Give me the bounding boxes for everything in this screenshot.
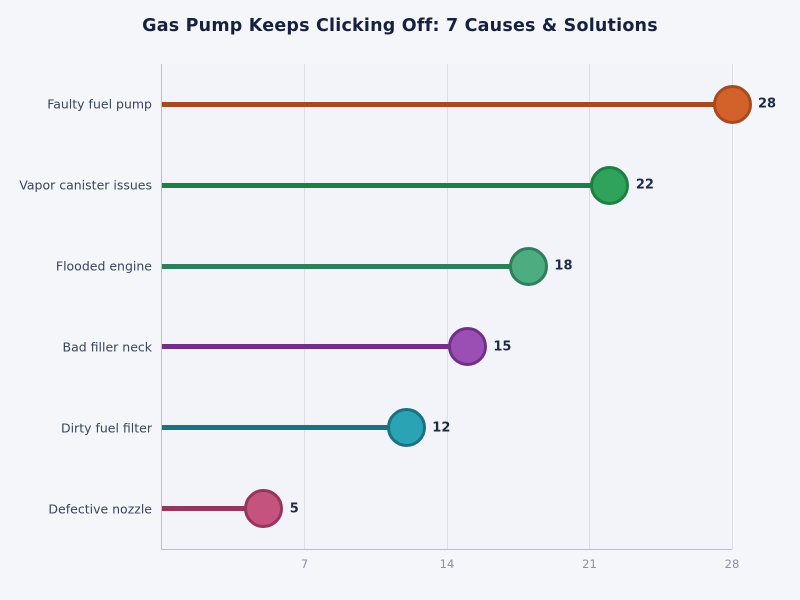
lollipop-dot <box>386 408 426 448</box>
lollipop-stem <box>162 344 468 350</box>
lollipop-dot <box>447 327 487 367</box>
x-tick-label: 7 <box>300 557 309 571</box>
value-label: 5 <box>289 501 299 517</box>
lollipop-stem <box>162 506 264 512</box>
category-label: Faulty fuel pump <box>47 96 152 112</box>
gridline-x-14 <box>446 64 448 549</box>
x-tick-label: 14 <box>439 557 455 571</box>
value-label: 22 <box>635 177 654 193</box>
category-label: Defective nozzle <box>48 501 152 517</box>
lollipop-dot <box>508 246 548 286</box>
category-label: Bad filler neck <box>62 339 153 355</box>
lollipop-stem <box>162 425 407 431</box>
x-tick-label: 21 <box>582 557 597 571</box>
category-label: Dirty fuel filter <box>60 420 152 436</box>
gridline-x-7 <box>304 64 305 549</box>
lollipop-stem <box>162 263 529 269</box>
category-label: Flooded engine <box>55 258 152 274</box>
x-tick-label: 28 <box>724 557 740 571</box>
value-label: 12 <box>432 420 451 436</box>
lollipop-stem <box>162 182 610 188</box>
lollipop-dot <box>590 165 630 205</box>
value-label: 18 <box>554 258 573 274</box>
gridline-x-21 <box>589 64 590 549</box>
value-label: 15 <box>493 339 512 355</box>
value-label: 28 <box>758 96 777 112</box>
plot-area: 7 14 21 28 Faulty fuel pump 28 Vapor canister … <box>19 64 776 571</box>
chart-title: Gas Pump Keeps Clicking Off: 7 Causes & … <box>142 16 658 36</box>
category-label: Vapor canister issues <box>19 177 152 193</box>
gridline-x-28 <box>731 64 733 549</box>
lollipop-stem <box>162 101 732 107</box>
lollipop-dot <box>712 84 752 124</box>
lollipop-dot <box>244 489 284 529</box>
